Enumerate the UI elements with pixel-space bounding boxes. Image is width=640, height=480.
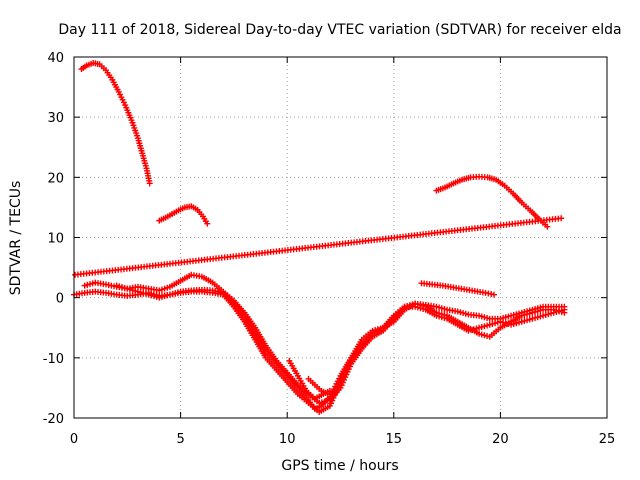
data-point <box>146 180 153 187</box>
y-tick-label: 20 <box>47 171 64 186</box>
y-tick-label: -20 <box>43 412 64 427</box>
grid-lines <box>74 57 607 418</box>
data-point <box>204 220 211 227</box>
x-tick-labels: 0 5 10 15 20 25 <box>70 432 615 447</box>
series-arc-late-night <box>286 357 333 402</box>
y-tick-label: 0 <box>56 292 64 307</box>
axis-ticks <box>73 56 608 419</box>
series-arc-main-1 <box>71 286 568 412</box>
x-tick-label: 0 <box>70 432 78 447</box>
plot-frame <box>73 56 608 419</box>
series-arc-evening-high <box>433 173 551 230</box>
data-point <box>544 223 551 230</box>
series-arc-main-3 <box>113 282 568 415</box>
y-tick-label: 30 <box>47 111 64 126</box>
series-arc-mid-morning <box>156 203 211 227</box>
data-point <box>491 291 498 298</box>
data-point <box>324 390 331 397</box>
data-point <box>561 306 568 313</box>
y-axis-title: SDTVAR / TECUs <box>8 181 24 296</box>
x-tick-label: 15 <box>386 432 403 447</box>
series-isolated <box>72 215 565 278</box>
y-tick-label: 40 <box>47 51 64 66</box>
series-arc-high-morning <box>78 60 153 187</box>
x-axis-title: GPS time / hours <box>281 458 398 474</box>
x-tick-label: 5 <box>176 432 184 447</box>
series-arc-evening-low <box>418 280 498 298</box>
y-tick-label: 10 <box>47 232 64 247</box>
x-tick-label: 10 <box>279 432 296 447</box>
x-tick-label: 25 <box>599 432 616 447</box>
y-tick-labels: -20 -10 0 10 20 30 40 <box>43 51 64 427</box>
data-point <box>558 215 565 222</box>
data-points <box>71 60 568 415</box>
y-tick-label: -10 <box>43 352 64 367</box>
chart-title: Day 111 of 2018, Sidereal Day-to-day VTE… <box>58 22 621 38</box>
x-tick-label: 20 <box>492 432 509 447</box>
data-point <box>326 387 333 394</box>
series-arc-small-dip <box>305 375 331 397</box>
